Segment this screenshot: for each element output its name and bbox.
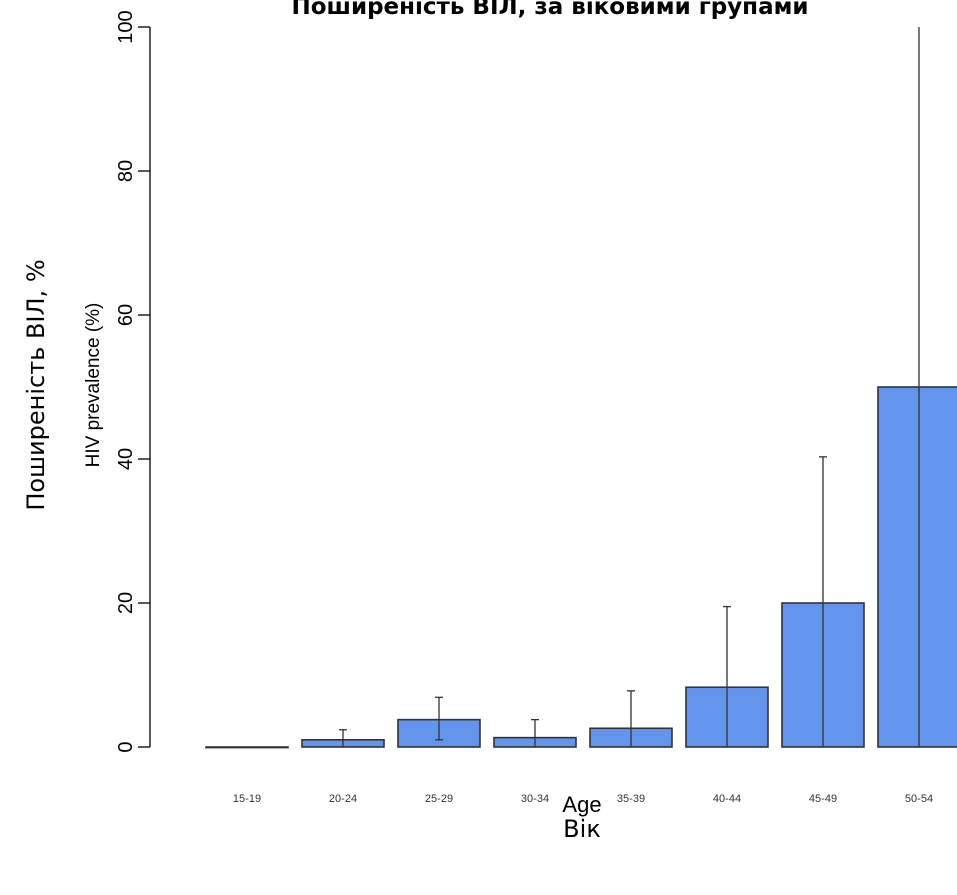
y-tick-label: 100: [115, 10, 137, 43]
y-axis-label-ukrainian: Поширеність ВІЛ, %: [22, 259, 50, 511]
y-tick-label: 20: [115, 592, 137, 614]
x-tick-label: 20-24: [329, 793, 357, 805]
y-axis-label: HIV prevalence (%): [83, 302, 104, 468]
y-tick-label: 40: [115, 448, 137, 470]
x-axis-label-ukrainian: Вік: [563, 815, 601, 843]
chart-title: Поширеність ВІЛ, за віковими групами: [291, 0, 809, 20]
y-tick-label: 60: [115, 304, 137, 326]
x-tick-label: 25-29: [425, 793, 453, 805]
y-axis: 0 20 40 60 80 100: [115, 10, 151, 753]
bar-15-19: [205, 746, 289, 749]
bars-group: [205, 386, 957, 749]
x-tick-label: 40-44: [713, 793, 741, 805]
bar-50-54: [877, 386, 957, 748]
y-tick-label: 0: [115, 741, 137, 752]
x-tick-label: 30-34: [521, 793, 549, 805]
x-tick-label: 50-54: [905, 793, 933, 805]
x-tick-label: 45-49: [809, 793, 837, 805]
x-axis-label: Age: [562, 792, 602, 817]
error-bars-group: [339, 27, 920, 747]
y-tick-label: 80: [115, 160, 137, 182]
x-tick-labels: 15-19 20-24 25-29 30-34 35-39 40-44 45-49 50-54: [233, 793, 933, 805]
x-tick-label: 15-19: [233, 793, 261, 805]
x-tick-label: 35-39: [617, 793, 645, 805]
